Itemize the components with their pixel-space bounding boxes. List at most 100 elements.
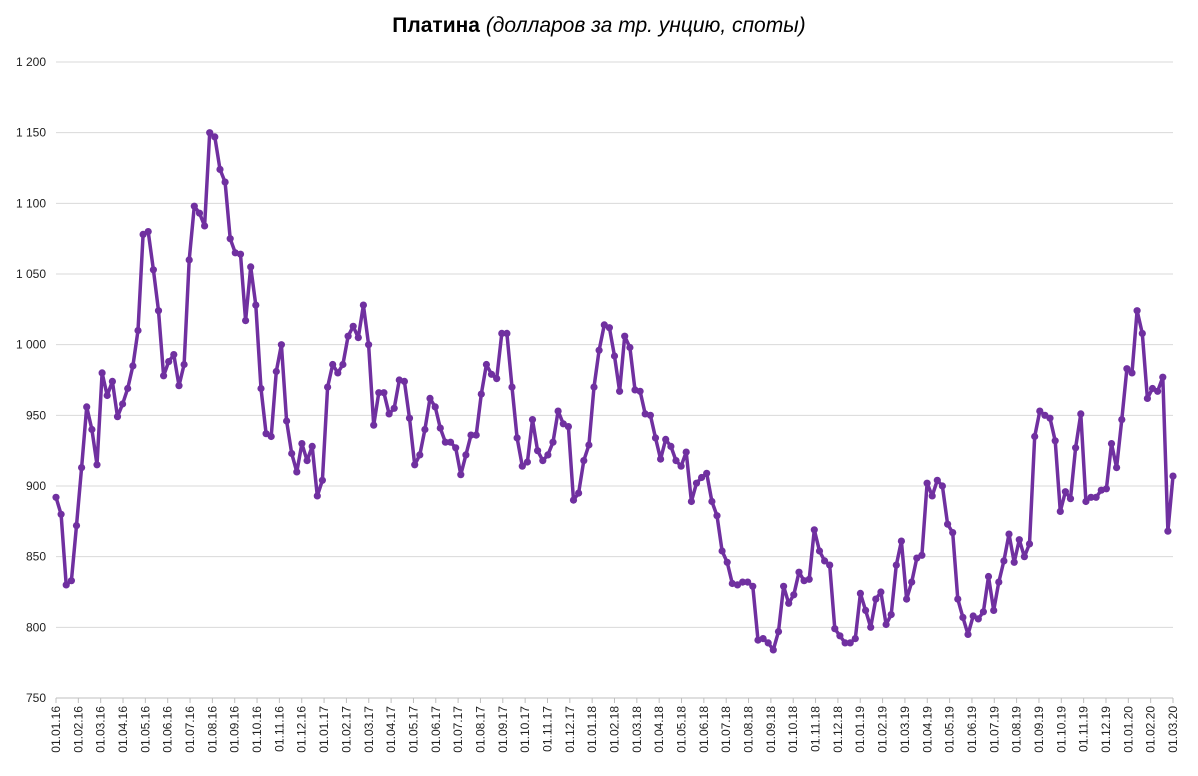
data-point [236, 250, 245, 258]
data-point [334, 369, 342, 377]
x-tick-label: 01.03.17 [362, 706, 376, 753]
data-point [595, 346, 603, 354]
data-point [887, 611, 895, 619]
data-point [1133, 307, 1141, 315]
x-tick-label: 01.01.20 [1121, 706, 1135, 753]
data-point [908, 578, 916, 586]
data-point [795, 568, 803, 576]
x-tick-label: 01.05.18 [675, 706, 689, 753]
data-point [119, 400, 127, 408]
data-point [636, 387, 644, 395]
data-point [175, 382, 183, 390]
data-point [1128, 369, 1136, 377]
data-point [329, 360, 337, 369]
y-tick-label: 750 [26, 691, 46, 705]
data-point [1025, 540, 1034, 548]
data-point [1000, 557, 1008, 565]
data-point [672, 457, 680, 465]
data-point [518, 462, 526, 470]
data-point [744, 578, 752, 586]
data-point [149, 266, 157, 274]
data-point [390, 404, 398, 412]
data-point [774, 628, 783, 636]
data-point [124, 384, 132, 393]
data-point [1015, 536, 1023, 544]
data-point [303, 457, 311, 465]
x-tick-label: 01.04.18 [652, 706, 666, 753]
data-point [1061, 488, 1069, 496]
data-point [846, 639, 854, 647]
x-tick-label: 01.10.17 [518, 706, 532, 753]
data-point [313, 492, 321, 500]
data-point [590, 383, 598, 391]
data-point [677, 462, 685, 470]
y-tick-label: 1 150 [16, 126, 46, 140]
data-point [513, 434, 521, 442]
data-point [872, 595, 880, 603]
data-point [257, 384, 265, 393]
x-tick-label: 01.12.19 [1099, 706, 1113, 753]
y-tick-label: 950 [26, 408, 46, 422]
data-point [426, 394, 434, 402]
data-point [1102, 485, 1110, 493]
data-point [354, 334, 362, 342]
data-point [539, 457, 547, 465]
data-point [554, 407, 562, 415]
data-point [805, 575, 813, 583]
data-point [298, 440, 306, 448]
data-point [826, 561, 834, 569]
data-point [544, 451, 552, 459]
x-tick-label: 01.12.16 [295, 706, 309, 753]
data-point [964, 630, 972, 639]
data-point [405, 414, 414, 422]
data-point [365, 341, 373, 349]
x-tick-label: 01.01.16 [49, 706, 63, 753]
data-point [877, 588, 885, 596]
data-point [1092, 493, 1100, 501]
data-point [206, 129, 214, 137]
y-tick-label: 900 [26, 479, 46, 493]
data-point [882, 620, 890, 629]
data-point [662, 435, 670, 443]
x-tick-label: 01.01.17 [317, 706, 331, 753]
x-tick-label: 01.11.19 [1077, 706, 1091, 752]
data-point [411, 461, 419, 469]
x-tick-label: 01.11.17 [540, 706, 554, 752]
data-point [523, 458, 532, 466]
data-point [1072, 444, 1080, 452]
x-tick-label: 01.08.17 [473, 706, 487, 753]
data-point [57, 510, 65, 518]
data-point [277, 341, 285, 349]
data-point [1056, 507, 1064, 515]
data-point [1123, 365, 1131, 373]
x-tick-label: 01.09.18 [764, 706, 778, 753]
data-point [564, 423, 573, 431]
y-tick-label: 1 100 [16, 196, 46, 210]
data-point [272, 367, 280, 376]
data-point [657, 455, 665, 463]
data-point [431, 403, 439, 411]
data-point [436, 424, 444, 432]
data-point [841, 639, 849, 647]
data-point [67, 577, 75, 585]
x-tick-label: 01.07.19 [987, 706, 1001, 753]
data-point [1077, 410, 1085, 418]
data-point [1138, 329, 1146, 337]
data-point [144, 228, 152, 236]
data-point [134, 326, 142, 335]
x-tick-label: 01.05.17 [406, 706, 420, 753]
x-tick-label: 01.06.17 [429, 706, 443, 753]
x-tick-label: 01.05.19 [943, 706, 957, 753]
data-point [903, 595, 911, 603]
x-tick-label: 01.09.16 [228, 706, 242, 753]
data-point [1087, 493, 1095, 501]
data-point [1005, 530, 1013, 538]
data-point [1159, 373, 1167, 381]
series-line [54, 130, 1175, 652]
data-point [1164, 527, 1172, 535]
data-point [610, 352, 619, 360]
data-point [749, 582, 757, 590]
data-point [682, 448, 690, 456]
data-point [472, 431, 480, 439]
data-point [831, 625, 839, 633]
